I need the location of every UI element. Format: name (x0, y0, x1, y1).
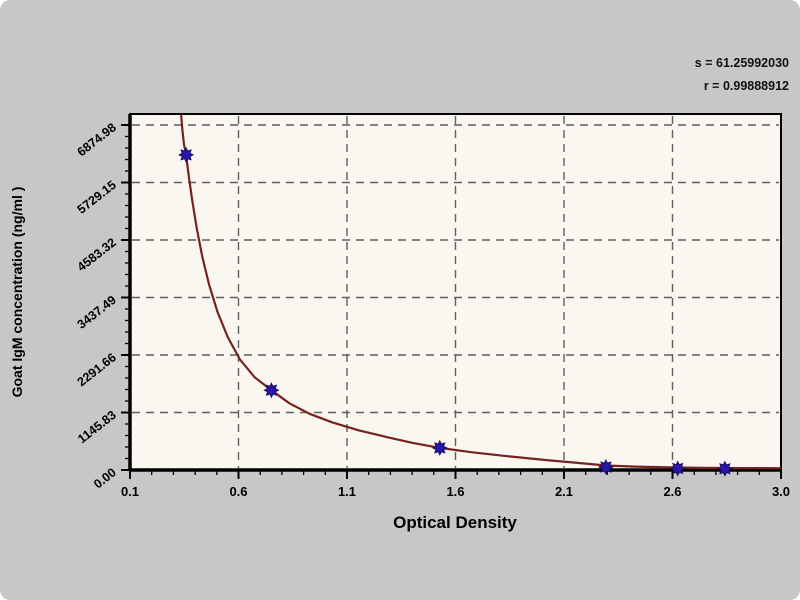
x-axis-title: Optical Density (393, 513, 517, 532)
data-point-marker (178, 146, 195, 163)
y-tick-label: 2291.66 (75, 350, 119, 389)
data-point-marker (716, 460, 733, 477)
x-tick-label: 1.1 (338, 484, 356, 499)
x-tick-label: 2.6 (663, 484, 681, 499)
data-point-marker (669, 460, 686, 477)
y-tick-label: 3437.49 (75, 293, 119, 332)
x-tick-label: 1.6 (446, 484, 464, 499)
stat-r-value: r = 0.99888912 (704, 79, 789, 93)
y-axis-title: Goat IgM concentration (ng/ml ) (9, 187, 25, 398)
x-tick-label: 3.0 (772, 484, 790, 499)
y-tick-label: 4583.32 (75, 235, 119, 274)
y-tick-label: 1145.83 (75, 408, 119, 446)
y-tick-label: 6874.98 (75, 120, 119, 159)
x-tick-label: 0.6 (229, 484, 247, 499)
data-point-marker (597, 459, 614, 475)
data-point-marker (263, 382, 280, 399)
y-tick-label: 0.00 (91, 465, 119, 491)
y-tick-label: 5729.15 (75, 178, 119, 217)
x-tick-label: 0.1 (121, 484, 139, 499)
stat-s-value: s = 61.25992030 (695, 56, 789, 70)
x-tick-label: 2.1 (555, 484, 573, 499)
data-point-marker (431, 439, 448, 456)
